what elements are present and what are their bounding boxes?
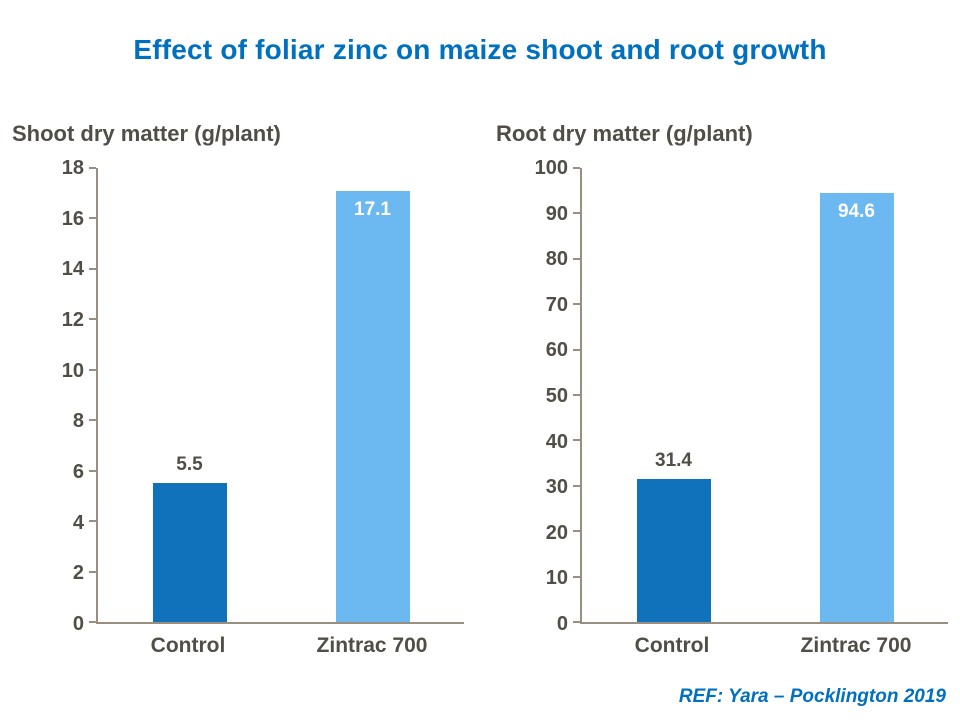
bar-zintrac-700: 17.1 (335, 190, 410, 622)
y-tick-label: 10 (61, 359, 84, 382)
y-tick-label: 14 (61, 258, 84, 281)
y-tick-mark (573, 303, 580, 306)
y-tick-label: 20 (545, 521, 568, 544)
y-tick-mark (89, 469, 96, 472)
y-tick-label: 16 (61, 207, 84, 230)
y-tick-mark (89, 570, 96, 573)
y-tick-label: 0 (72, 613, 84, 635)
y-tick-mark (89, 621, 96, 623)
charts-row: Shoot dry matter (g/plant) 0 2 4 6 8 10 12 14 16… (0, 120, 960, 658)
y-tick-mark (89, 267, 96, 270)
y-tick-label: 30 (545, 476, 568, 499)
x-category-label: Zintrac 700 (316, 634, 428, 657)
y-tick-mark (573, 621, 580, 623)
chart-root-dry-matter: Root dry matter (g/plant) 0 10 20 30 40 50 60 7… (496, 120, 948, 658)
bar-slot: 31.4 (582, 168, 765, 622)
y-tick-mark (89, 368, 96, 371)
page-title: Effect of foliar zinc on maize shoot and… (133, 34, 827, 65)
y-tick-label: 40 (545, 430, 568, 453)
x-axis-labels: Control Zintrac 700 (580, 634, 948, 658)
bar-control: 5.5 (152, 454, 227, 622)
plot-region: 5.5 17.1 (89, 167, 464, 624)
y-tick-mark (573, 394, 580, 396)
bar-slot: 94.6 (765, 168, 948, 622)
y-tick-label: 12 (61, 309, 84, 332)
reference-text: REF: Yara – Pocklington 2019 (678, 686, 946, 707)
y-tick-mark (573, 348, 580, 351)
bar-value-label: 5.5 (176, 454, 203, 476)
y-tick-label: 60 (545, 339, 568, 362)
chart-title: Root dry matter (g/plant) (496, 121, 753, 146)
plot-region: 31.4 94.6 (573, 167, 948, 624)
x-axis-labels: Control Zintrac 700 (96, 634, 464, 658)
y-tick-label: 10 (545, 567, 568, 590)
y-axis: 0 10 20 30 40 50 60 70 80 90 100 (496, 157, 580, 635)
bar-control: 31.4 (636, 450, 711, 622)
y-tick-label: 0 (556, 613, 568, 635)
y-tick-mark (573, 530, 580, 533)
bar-value-label: 17.1 (354, 198, 391, 220)
y-tick-label: 18 (61, 157, 84, 179)
y-tick-mark (573, 439, 580, 442)
y-tick-mark (89, 217, 96, 220)
y-tick-mark (573, 212, 580, 215)
bar-slot: 5.5 (98, 168, 281, 622)
y-tick-label: 50 (545, 385, 568, 407)
bar-value-label: 31.4 (655, 450, 692, 472)
x-category-label: Control (150, 634, 226, 657)
y-tick-label: 8 (72, 410, 84, 433)
y-tick-mark (573, 167, 580, 169)
y-tick-label: 80 (545, 248, 568, 271)
y-tick-label: 6 (72, 461, 84, 484)
x-category-label: Zintrac 700 (800, 634, 912, 657)
x-category-label: Control (634, 634, 710, 657)
y-tick-mark (573, 575, 580, 578)
y-tick-label: 2 (72, 562, 84, 585)
y-tick-mark (89, 520, 96, 523)
bar-slot: 17.1 (281, 168, 464, 622)
y-tick-label: 4 (72, 511, 84, 534)
bar-zintrac-700: 94.6 (819, 192, 894, 622)
y-tick-mark (573, 257, 580, 260)
chart-shoot-dry-matter: Shoot dry matter (g/plant) 0 2 4 6 8 10 12 14 16… (12, 120, 464, 658)
y-tick-label: 90 (545, 202, 568, 225)
y-tick-mark (89, 318, 96, 321)
chart-plot-area: 0 10 20 30 40 50 60 70 80 90 100 31.4 94.6 (496, 157, 948, 635)
y-axis: 0 2 4 6 8 10 12 14 16 18 (12, 157, 96, 635)
chart-title: Shoot dry matter (g/plant) (12, 121, 281, 146)
chart-plot-area: 0 2 4 6 8 10 12 14 16 18 5.5 17.1 (12, 157, 464, 635)
y-tick-mark (89, 419, 96, 422)
y-tick-mark (89, 167, 96, 169)
y-tick-mark (573, 484, 580, 487)
bar-value-label: 94.6 (838, 200, 875, 222)
y-tick-label: 100 (534, 157, 568, 179)
y-tick-label: 70 (545, 293, 568, 316)
